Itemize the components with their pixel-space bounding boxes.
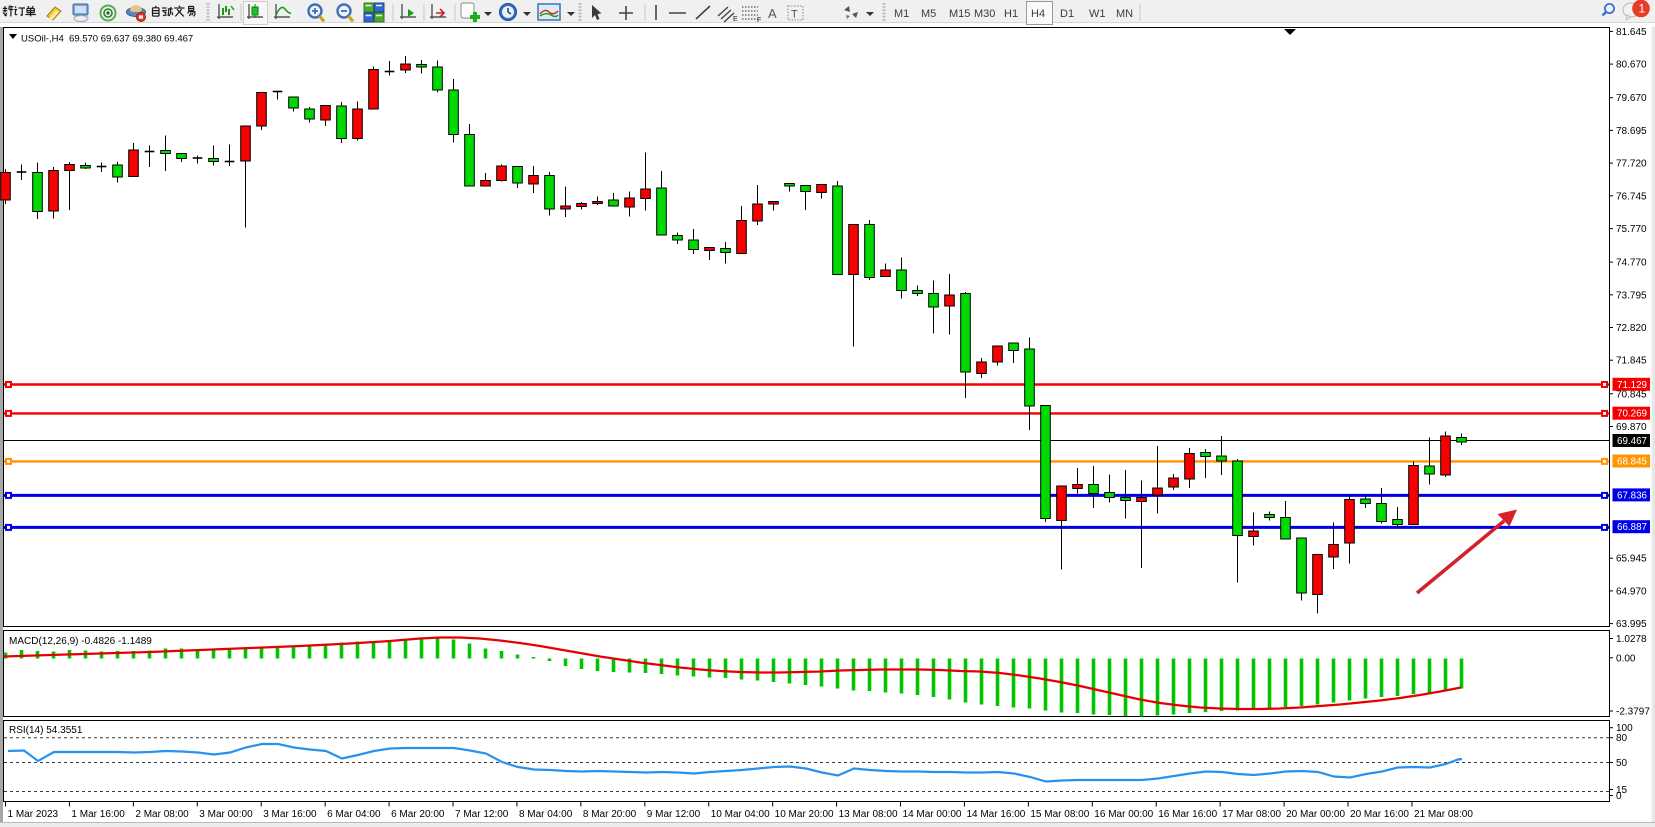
svg-text:66.887: 66.887 [1617, 522, 1647, 533]
svg-text:73.795: 73.795 [1616, 290, 1647, 301]
svg-text:3 Mar 00:00: 3 Mar 00:00 [199, 809, 253, 820]
svg-text:68.845: 68.845 [1617, 457, 1648, 468]
svg-text:9 Mar 12:00: 9 Mar 12:00 [647, 809, 701, 820]
svg-text:16 Mar 16:00: 16 Mar 16:00 [1158, 809, 1217, 820]
svg-text:69.870: 69.870 [1616, 422, 1647, 433]
svg-text:77.720: 77.720 [1616, 159, 1647, 170]
svg-text:76.745: 76.745 [1616, 191, 1647, 202]
svg-text:70.845: 70.845 [1616, 389, 1647, 400]
svg-text:17 Mar 08:00: 17 Mar 08:00 [1222, 809, 1281, 820]
svg-text:M15: M15 [949, 8, 970, 20]
svg-text:1 Mar 2023: 1 Mar 2023 [8, 809, 59, 820]
svg-text:13 Mar 08:00: 13 Mar 08:00 [839, 809, 898, 820]
svg-text:6 Mar 04:00: 6 Mar 04:00 [327, 809, 381, 820]
svg-text:71.845: 71.845 [1616, 356, 1647, 367]
svg-text:M1: M1 [894, 8, 909, 20]
svg-text:2 Mar 08:00: 2 Mar 08:00 [135, 809, 189, 820]
svg-text:1 Mar 16:00: 1 Mar 16:00 [71, 809, 125, 820]
svg-text:M5: M5 [921, 8, 936, 20]
svg-text:MN: MN [1116, 8, 1133, 20]
svg-text:63.995: 63.995 [1616, 619, 1647, 630]
svg-text:14 Mar 00:00: 14 Mar 00:00 [903, 809, 962, 820]
svg-text:80.670: 80.670 [1616, 60, 1647, 71]
svg-text:80: 80 [1616, 733, 1628, 744]
svg-text:70.269: 70.269 [1617, 409, 1647, 420]
svg-text:81.645: 81.645 [1616, 27, 1647, 38]
svg-text:74.770: 74.770 [1616, 258, 1647, 269]
svg-text:15 Mar 08:00: 15 Mar 08:00 [1030, 809, 1089, 820]
svg-text:10 Mar 04:00: 10 Mar 04:00 [711, 809, 770, 820]
svg-text:USOil-,H4 69.570 69.637 69.38: USOil-,H4 69.570 69.637 69.380 69.467 [21, 34, 193, 45]
svg-text:8 Mar 20:00: 8 Mar 20:00 [583, 809, 637, 820]
svg-text:F: F [757, 17, 761, 24]
svg-text:78.695: 78.695 [1616, 126, 1647, 137]
svg-text:16 Mar 00:00: 16 Mar 00:00 [1094, 809, 1153, 820]
svg-text:-2.3797: -2.3797 [1616, 707, 1650, 718]
svg-text:67.836: 67.836 [1617, 490, 1648, 501]
svg-text:3 Mar 16:00: 3 Mar 16:00 [263, 809, 317, 820]
svg-text:MACD(12,26,9) -0.4826 -1.1489: MACD(12,26,9) -0.4826 -1.1489 [9, 636, 152, 647]
svg-text:1.0278: 1.0278 [1616, 634, 1647, 645]
svg-text:W1: W1 [1089, 8, 1106, 20]
svg-text:20 Mar 00:00: 20 Mar 00:00 [1286, 809, 1345, 820]
svg-text:65.945: 65.945 [1616, 554, 1647, 565]
svg-text:0: 0 [1616, 791, 1622, 802]
svg-text:7 Mar 12:00: 7 Mar 12:00 [455, 809, 509, 820]
svg-text:1: 1 [1639, 2, 1646, 16]
svg-text:D1: D1 [1060, 8, 1074, 20]
svg-text:79.670: 79.670 [1616, 93, 1647, 104]
svg-text:M30: M30 [974, 8, 995, 20]
svg-text:75.770: 75.770 [1616, 224, 1647, 235]
svg-text:0.00: 0.00 [1616, 653, 1636, 664]
svg-text:50: 50 [1616, 758, 1628, 769]
svg-text:100: 100 [1616, 723, 1633, 734]
svg-text:14 Mar 16:00: 14 Mar 16:00 [966, 809, 1025, 820]
svg-text:72.820: 72.820 [1616, 323, 1647, 334]
svg-text:8 Mar 04:00: 8 Mar 04:00 [519, 809, 573, 820]
svg-text:T: T [791, 9, 798, 21]
svg-text:6 Mar 20:00: 6 Mar 20:00 [391, 809, 445, 820]
svg-text:15: 15 [1616, 785, 1628, 796]
svg-text:H4: H4 [1031, 8, 1045, 20]
svg-text:RSI(14) 54.3551: RSI(14) 54.3551 [9, 725, 83, 736]
svg-text:71.129: 71.129 [1617, 380, 1647, 391]
svg-text:21 Mar 08:00: 21 Mar 08:00 [1414, 809, 1473, 820]
svg-text:64.970: 64.970 [1616, 586, 1647, 597]
svg-text:20 Mar 16:00: 20 Mar 16:00 [1350, 809, 1409, 820]
svg-text:A: A [768, 6, 777, 21]
svg-text:E: E [733, 16, 738, 23]
svg-text:69.467: 69.467 [1617, 436, 1647, 447]
svg-text:10 Mar 20:00: 10 Mar 20:00 [775, 809, 834, 820]
svg-text:H1: H1 [1004, 8, 1018, 20]
